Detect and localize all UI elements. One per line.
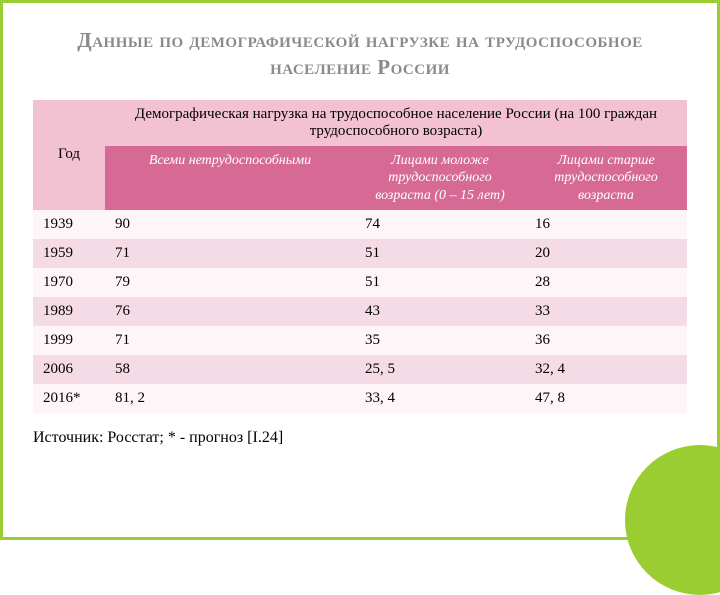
source-note: Источник: Росстат; * - прогноз [I.24]: [33, 429, 687, 447]
cell-year: 2006: [33, 355, 105, 384]
cell-value: 71: [105, 239, 355, 268]
table-row: 1970 79 51 28: [33, 268, 687, 297]
cell-value: 16: [525, 210, 687, 239]
table-row: 1989 76 43 33: [33, 297, 687, 326]
cell-value: 74: [355, 210, 525, 239]
cell-value: 36: [525, 326, 687, 355]
header-group: Демографическая нагрузка на трудоспособн…: [105, 100, 687, 146]
cell-value: 90: [105, 210, 355, 239]
cell-value: 81, 2: [105, 384, 355, 413]
table-row: 1999 71 35 36: [33, 326, 687, 355]
cell-year: 1970: [33, 268, 105, 297]
cell-value: 32, 4: [525, 355, 687, 384]
cell-year: 1999: [33, 326, 105, 355]
cell-year: 1959: [33, 239, 105, 268]
cell-value: 79: [105, 268, 355, 297]
cell-year: 1989: [33, 297, 105, 326]
cell-value: 43: [355, 297, 525, 326]
table-row: 1959 71 51 20: [33, 239, 687, 268]
cell-year: 2016*: [33, 384, 105, 413]
cell-value: 20: [525, 239, 687, 268]
cell-value: 47, 8: [525, 384, 687, 413]
cell-value: 33, 4: [355, 384, 525, 413]
cell-value: 71: [105, 326, 355, 355]
subheader-young: Лицами моложе трудоспособного возраста (…: [355, 146, 525, 211]
cell-value: 25, 5: [355, 355, 525, 384]
table-row: 1939 90 74 16: [33, 210, 687, 239]
cell-value: 76: [105, 297, 355, 326]
table-row: 2016* 81, 2 33, 4 47, 8: [33, 384, 687, 413]
demography-table: Год Демографическая нагрузка на трудоспо…: [33, 100, 687, 414]
cell-value: 28: [525, 268, 687, 297]
subheader-all: Всеми нетрудоспособными: [105, 146, 355, 211]
cell-value: 51: [355, 268, 525, 297]
decorative-circle: [625, 445, 720, 595]
page-title: Данные по демографической нагрузке на тр…: [33, 27, 687, 82]
cell-value: 35: [355, 326, 525, 355]
cell-value: 51: [355, 239, 525, 268]
cell-year: 1939: [33, 210, 105, 239]
cell-value: 58: [105, 355, 355, 384]
cell-value: 33: [525, 297, 687, 326]
subheader-old: Лицами старше трудоспособного возраста: [525, 146, 687, 211]
table-row: 2006 58 25, 5 32, 4: [33, 355, 687, 384]
header-year: Год: [33, 100, 105, 211]
